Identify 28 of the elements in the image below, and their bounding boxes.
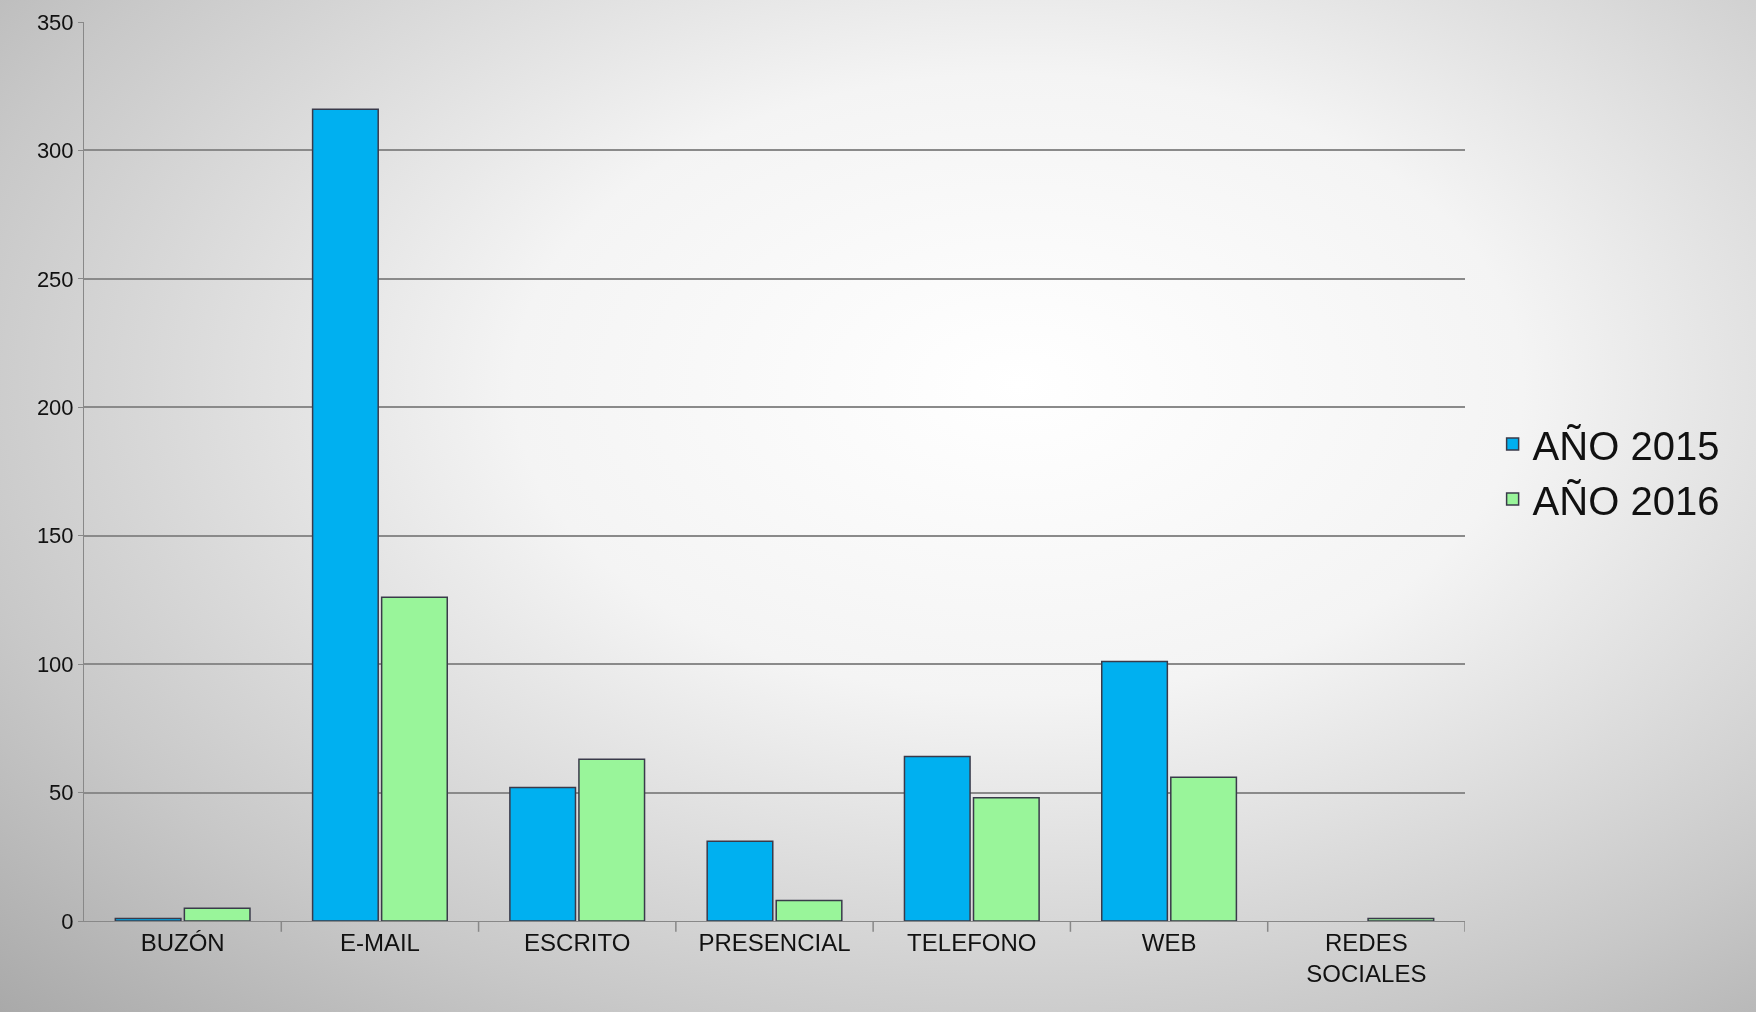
x-tick-label: PRESENCIAL bbox=[698, 928, 851, 956]
y-tick-label: 150 bbox=[36, 523, 74, 549]
bar bbox=[578, 758, 646, 921]
x-tick-label: ESCRITO bbox=[524, 928, 631, 956]
x-tick-label: WEB bbox=[1141, 928, 1197, 956]
x-tick-label: E-MAIL bbox=[339, 928, 420, 956]
legend-label: AÑO 2015 bbox=[1532, 423, 1720, 468]
y-tick-label: 350 bbox=[36, 9, 74, 35]
bar bbox=[1170, 776, 1238, 921]
y-tick-label: 100 bbox=[36, 651, 74, 677]
y-tick-label: 200 bbox=[36, 394, 74, 420]
y-tick-label: 50 bbox=[49, 780, 74, 806]
x-tick-label: REDES SOCIALES bbox=[1306, 928, 1427, 987]
y-tick-label: 300 bbox=[36, 138, 74, 164]
x-tick-label: TELEFONO bbox=[907, 928, 1037, 956]
x-tick-label: BUZÓN bbox=[140, 928, 225, 956]
y-tick-label: 250 bbox=[36, 266, 74, 292]
bar bbox=[509, 786, 577, 921]
y-tick-label: 0 bbox=[61, 908, 74, 934]
bar bbox=[380, 596, 448, 921]
bar bbox=[1367, 917, 1435, 921]
legend-label: AÑO 2016 bbox=[1532, 478, 1720, 523]
bar bbox=[114, 917, 182, 921]
bar bbox=[183, 907, 251, 921]
bar bbox=[1101, 660, 1169, 921]
bar bbox=[972, 796, 1040, 921]
bar bbox=[311, 108, 379, 921]
bar bbox=[903, 755, 971, 921]
